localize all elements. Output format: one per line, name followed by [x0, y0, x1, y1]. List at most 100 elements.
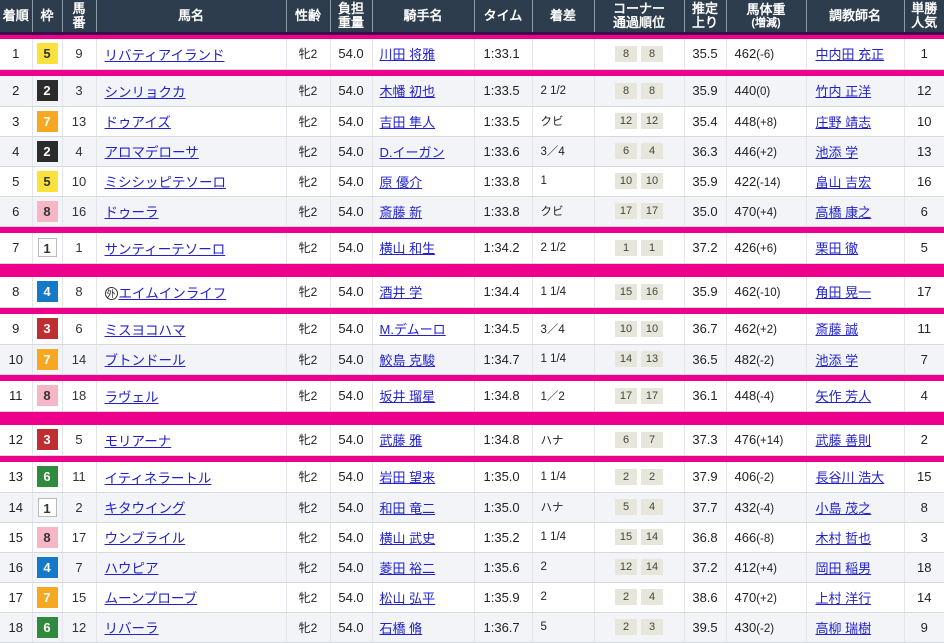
table-row[interactable]: 8 4 8 外エイムインライフ 牝2 54.0 酒井 学 1:34.4 1 1/4 15 16 35.… — [0, 277, 944, 308]
trainer-name-link[interactable]: 庄野 靖志 — [815, 114, 872, 130]
trainer-name-link[interactable]: 栗田 徹 — [815, 241, 859, 257]
trainer-name-link[interactable]: 木村 哲也 — [815, 530, 872, 546]
table-row[interactable]: 2 2 3 シンリョクカ 牝2 54.0 木幡 初也 1:33.5 2 1/2 8 8 35.9 440… — [0, 76, 944, 107]
trainer-name-link[interactable]: 上村 洋行 — [815, 590, 872, 606]
cell-frame-number: 5 — [32, 39, 63, 70]
col-header-waku[interactable]: 枠 — [32, 0, 63, 35]
cell-sex-age: 牝2 — [286, 166, 331, 197]
jockey-name-link[interactable]: 菱田 裕二 — [379, 560, 436, 576]
trainer-name-link[interactable]: 畠山 吉宏 — [815, 174, 872, 190]
table-row[interactable]: 3 7 13 ドゥアイズ 牝2 54.0 吉田 隼人 1:33.5 クビ 12 12 35.4 448(… — [0, 106, 944, 137]
cell-body-weight: 462(-10) — [726, 277, 807, 308]
table-row[interactable]: 7 1 1 サンティーテソーロ 牝2 54.0 横山 和生 1:34.2 2 1/2 1 1 37.2… — [0, 233, 944, 264]
cell-body-weight: 446(+2) — [726, 136, 807, 167]
trainer-name-link[interactable]: 高橋 康之 — [815, 204, 872, 220]
trainer-name-link[interactable]: 武藤 善則 — [815, 433, 872, 449]
table-row[interactable]: 11 8 18 ラヴェル 牝2 54.0 坂井 瑠星 1:34.8 1／2 17 17 36.1 448… — [0, 381, 944, 412]
jockey-name-link[interactable]: 吉田 隼人 — [379, 114, 436, 130]
jockey-name-link[interactable]: 酒井 学 — [379, 285, 423, 301]
jockey-name-link[interactable]: 松山 弘平 — [379, 590, 436, 606]
col-header-popularity[interactable]: 単勝 人気 — [904, 0, 944, 35]
table-row[interactable]: 5 5 10 ミシシッピテソーロ 牝2 54.0 原 優介 1:33.8 1 10 10 35.9 42… — [0, 166, 944, 197]
horse-name-link[interactable]: シンリョクカ — [104, 84, 186, 100]
trainer-name-link[interactable]: 池添 学 — [815, 144, 859, 160]
table-row[interactable]: 13 6 11 イティネラートル 牝2 54.0 岩田 望来 1:35.0 1 1/4 2 2 37.… — [0, 462, 944, 493]
trainer-name-link[interactable]: 角田 晃一 — [815, 285, 872, 301]
jockey-name-link[interactable]: 原 優介 — [379, 174, 423, 190]
col-header-horse-name[interactable]: 馬名 — [96, 0, 287, 35]
horse-name-link[interactable]: モリアーナ — [104, 433, 172, 449]
horse-name-link[interactable]: ハウピア — [104, 561, 159, 576]
horse-name-link[interactable]: アロマデローサ — [104, 145, 199, 160]
cell-time: 1:35.0 — [474, 492, 533, 523]
jockey-name-link[interactable]: 石橋 脩 — [379, 620, 423, 636]
jockey-name-link[interactable]: 木幡 初也 — [379, 84, 436, 100]
jockey-name-link[interactable]: D.イーガン — [379, 144, 445, 160]
jockey-name-link[interactable]: 横山 和生 — [379, 241, 436, 257]
jockey-name-link[interactable]: 坂井 瑠星 — [379, 389, 436, 405]
col-header-jockey[interactable]: 騎手名 — [372, 0, 475, 35]
horse-name-link[interactable]: イティネラートル — [104, 470, 212, 486]
horse-name-link[interactable]: リバティアイランド — [104, 47, 225, 63]
col-header-final-furlong[interactable]: 推定 上り — [684, 0, 727, 35]
table-row[interactable]: 4 2 4 アロマデローサ 牝2 54.0 D.イーガン 1:33.6 3／4 6 4 36.3 446… — [0, 136, 944, 167]
table-row[interactable]: 18 6 12 リバーラ 牝2 54.0 石橋 脩 1:36.7 5 2 3 39.5 430(-2) 高… — [0, 612, 944, 643]
cell-trainer: 庄野 靖志 — [806, 106, 905, 137]
jockey-name-link[interactable]: 岩田 望来 — [379, 470, 436, 486]
trainer-name-link[interactable]: 高柳 瑞樹 — [815, 620, 872, 636]
horse-name-link[interactable]: ドゥーラ — [104, 205, 159, 220]
col-header-rank[interactable]: 着順 — [0, 0, 33, 35]
cell-trainer: 角田 晃一 — [806, 277, 905, 308]
trainer-name-link[interactable]: 長谷川 浩大 — [815, 470, 885, 486]
jockey-name-link[interactable]: 川田 将雅 — [379, 47, 436, 63]
jockey-name-link[interactable]: 武藤 雅 — [379, 433, 423, 449]
col-header-time[interactable]: タイム — [474, 0, 533, 35]
cell-margin: 1／2 — [532, 381, 595, 412]
table-row[interactable]: 10 7 14 ブトンドール 牝2 54.0 鮫島 克駿 1:34.7 1 1/4 14 13 36.… — [0, 344, 944, 375]
horse-name-link[interactable]: キタウイング — [104, 501, 186, 516]
horse-name-link[interactable]: ブトンドール — [104, 353, 186, 368]
table-row[interactable]: 12 3 5 モリアーナ 牝2 54.0 武藤 雅 1:34.8 ハナ 6 7 37.3 476(+14… — [0, 425, 944, 456]
cell-horse-name: シンリョクカ — [96, 76, 287, 107]
cell-time: 1:34.8 — [474, 425, 533, 456]
jockey-name-link[interactable]: 和田 竜二 — [379, 500, 436, 516]
cell-body-weight: 482(-2) — [726, 344, 807, 375]
table-row[interactable]: 16 4 7 ハウピア 牝2 54.0 菱田 裕二 1:35.6 2 12 14 37.2 412(+4… — [0, 552, 944, 583]
jockey-name-link[interactable]: M.デムーロ — [379, 322, 446, 338]
col-header-sex-age[interactable]: 性齢 — [286, 0, 331, 35]
horse-name-link[interactable]: ドゥアイズ — [104, 115, 171, 130]
jockey-name-link[interactable]: 横山 武史 — [379, 530, 436, 546]
trainer-name-link[interactable]: 中内田 充正 — [815, 47, 885, 63]
table-row[interactable]: 17 7 15 ムーンプローブ 牝2 54.0 松山 弘平 1:35.9 2 2 4 38.6 470(… — [0, 582, 944, 613]
table-row[interactable]: 1 5 9 リバティアイランド 牝2 54.0 川田 将雅 1:33.1 8 8 35.5 462(-… — [0, 39, 944, 70]
table-row[interactable]: 9 3 6 ミスヨコハマ 牝2 54.0 M.デムーロ 1:34.5 3／4 10 10 36.7 46… — [0, 314, 944, 345]
trainer-name-link[interactable]: 竹内 正洋 — [815, 84, 872, 100]
cell-rank: 18 — [0, 612, 33, 643]
col-header-body-weight[interactable]: 馬体重 (増減) — [726, 0, 807, 35]
col-header-margin[interactable]: 着差 — [532, 0, 595, 35]
col-header-corner-order[interactable]: コーナー 通過順位 — [594, 0, 685, 35]
table-row[interactable]: 6 8 16 ドゥーラ 牝2 54.0 斎藤 新 1:33.8 クビ 17 17 35.0 470(+4… — [0, 196, 944, 227]
trainer-name-link[interactable]: 矢作 芳人 — [815, 389, 872, 405]
horse-name-link[interactable]: ウンブライル — [104, 531, 186, 546]
horse-name-link[interactable]: ミスヨコハマ — [104, 322, 186, 338]
horse-name-link[interactable]: エイムインライフ — [118, 285, 227, 301]
col-header-horse-number[interactable]: 馬番 — [62, 0, 97, 35]
horse-name-link[interactable]: ミシシッピテソーロ — [104, 175, 227, 190]
col-header-weight[interactable]: 負担 重量 — [330, 0, 373, 35]
jockey-name-link[interactable]: 斎藤 新 — [379, 204, 423, 220]
horse-name-link[interactable]: リバーラ — [104, 621, 159, 636]
horse-name-link[interactable]: ラヴェル — [104, 389, 159, 405]
trainer-name-link[interactable]: 斎藤 誠 — [815, 322, 859, 338]
horse-name-link[interactable]: ムーンプローブ — [104, 591, 198, 606]
table-row[interactable]: 15 8 17 ウンブライル 牝2 54.0 横山 武史 1:35.2 1 1/4 15 14 36.… — [0, 522, 944, 553]
cell-trainer: 小島 茂之 — [806, 492, 905, 523]
trainer-name-link[interactable]: 池添 学 — [815, 352, 859, 368]
jockey-name-link[interactable]: 鮫島 克駿 — [379, 352, 436, 368]
trainer-name-link[interactable]: 小島 茂之 — [815, 500, 872, 516]
corner-order-group: 14 13 — [595, 351, 684, 367]
trainer-name-link[interactable]: 岡田 稲男 — [815, 560, 872, 576]
table-row[interactable]: 14 1 2 キタウイング 牝2 54.0 和田 竜二 1:35.0 ハナ 5 4 37.7 432(-… — [0, 492, 944, 523]
col-header-trainer[interactable]: 調教師名 — [806, 0, 905, 35]
horse-name-link[interactable]: サンティーテソーロ — [104, 241, 226, 257]
